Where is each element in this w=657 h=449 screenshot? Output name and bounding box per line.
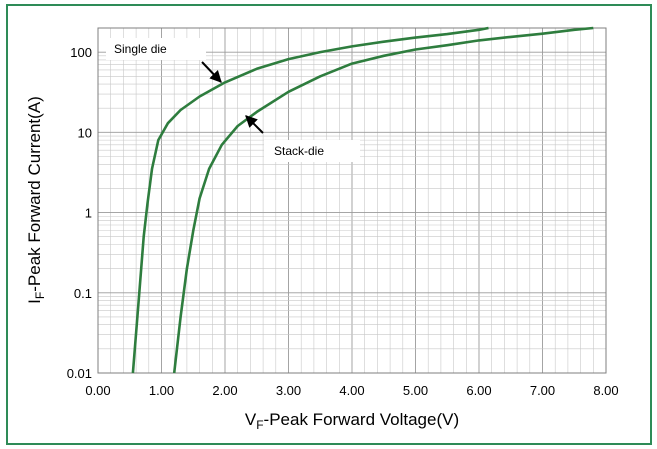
series-layer bbox=[131, 26, 594, 374]
plot-border bbox=[97, 27, 607, 374]
x-axis-title: VF-Peak Forward Voltage(V) bbox=[245, 410, 459, 432]
annotations: Single die Stack-die bbox=[106, 38, 360, 162]
x-tick-label: 3.00 bbox=[276, 383, 301, 398]
x-tick-label: 4.00 bbox=[339, 383, 364, 398]
y-tick-label: 0.1 bbox=[74, 286, 92, 301]
x-tick-label: 8.00 bbox=[593, 383, 618, 398]
series-stack-die bbox=[172, 26, 594, 374]
y-tick-label: 10 bbox=[78, 125, 92, 140]
y-axis-title: IF-Peak Forward Current(A) bbox=[25, 96, 47, 304]
x-tick-label: 6.00 bbox=[466, 383, 491, 398]
axes: 0.00 1.00 2.00 3.00 4.00 5.00 6.00 7.00 8.00 0.01… bbox=[67, 45, 619, 398]
y-tick-label: 100 bbox=[70, 45, 92, 60]
y-tick-label: 0.01 bbox=[67, 366, 92, 381]
annotation-arrow bbox=[245, 115, 264, 134]
series-single-die bbox=[131, 26, 489, 374]
chart-frame bbox=[6, 4, 652, 445]
x-tick-label: 7.00 bbox=[530, 383, 555, 398]
annotation-label: Stack-die bbox=[274, 144, 324, 158]
x-tick-label: 2.00 bbox=[212, 383, 237, 398]
x-tick-label: 0.00 bbox=[85, 383, 110, 398]
x-tick-label: 5.00 bbox=[403, 383, 428, 398]
annotation-arrow bbox=[201, 61, 222, 83]
y-tick-label: 1 bbox=[85, 206, 92, 221]
x-tick-label: 1.00 bbox=[149, 383, 174, 398]
annotation-label: Single die bbox=[114, 42, 167, 56]
grid bbox=[97, 27, 607, 374]
annotation-box bbox=[264, 140, 360, 162]
annotation-box bbox=[106, 38, 206, 60]
